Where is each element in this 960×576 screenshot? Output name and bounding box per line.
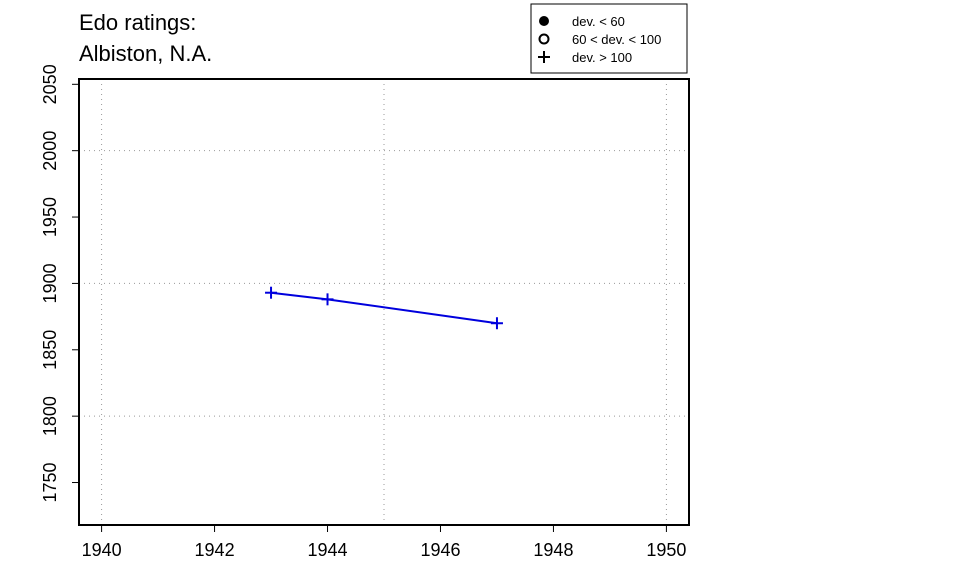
chart-title-line-1: Edo ratings: <box>79 10 196 35</box>
x-tick-label-1944: 1944 <box>307 540 347 560</box>
x-tick-label-1946: 1946 <box>420 540 460 560</box>
y-tick-label-1750: 1750 <box>40 463 60 503</box>
y-tick-label-1900: 1900 <box>40 263 60 303</box>
plot-frame <box>78 78 690 526</box>
x-tick-label-1948: 1948 <box>533 540 573 560</box>
legend: dev. < 60 60 < dev. < 100 dev. > 100 <box>530 3 688 74</box>
plus-icon <box>538 51 550 63</box>
data-point-0-2 <box>490 317 503 330</box>
legend-box <box>530 3 688 74</box>
grid-lines <box>79 79 689 525</box>
data-point-0-0 <box>265 286 278 299</box>
legend-label-high-dev: dev. > 100 <box>572 50 632 65</box>
y-tick-label-2000: 2000 <box>40 131 60 171</box>
x-tick-label-1940: 1940 <box>82 540 122 560</box>
legend-label-mid-dev: 60 < dev. < 100 <box>572 32 661 47</box>
chart-title-line-2: Albiston, N.A. <box>79 41 212 66</box>
y-tick-label-1950: 1950 <box>40 197 60 237</box>
y-tick-label-1800: 1800 <box>40 396 60 436</box>
legend-label-low-dev: dev. < 60 <box>572 14 625 29</box>
y-tick-label-2050: 2050 <box>40 64 60 104</box>
series-line-0 <box>270 291 498 325</box>
y-axis: 1750 1800 1850 1900 1950 2000 2050 <box>40 64 79 503</box>
open-circle-icon <box>538 33 550 45</box>
data-series <box>265 286 503 330</box>
y-tick-label-1850: 1850 <box>40 330 60 370</box>
x-tick-label-1942: 1942 <box>195 540 235 560</box>
x-axis: 1940 1942 1944 1946 1948 1950 <box>82 525 686 560</box>
data-point-0-1 <box>321 293 334 306</box>
x-tick-label-1950: 1950 <box>646 540 686 560</box>
chart-title: Edo ratings: Albiston, N.A. <box>79 10 212 66</box>
filled-circle-icon <box>539 16 549 26</box>
